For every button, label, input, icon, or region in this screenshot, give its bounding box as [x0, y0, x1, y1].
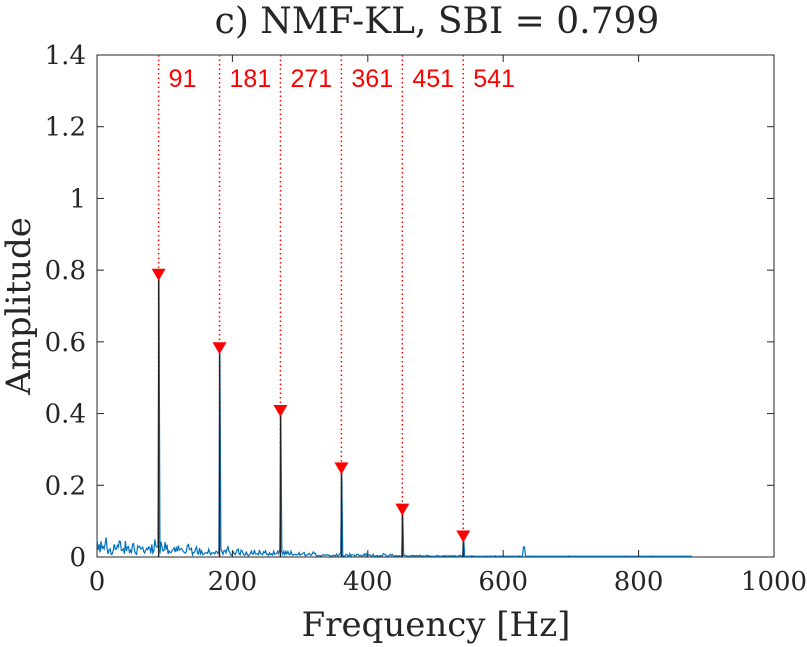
x-tick-label: 0 [89, 567, 106, 597]
x-axis-label: Frequency [Hz] [302, 605, 571, 645]
harmonic-markers-layer: 91 181 271 361 451 541 [151, 55, 515, 557]
y-tick-label: 0.2 [45, 471, 86, 501]
y-axis-label: Amplitude [0, 217, 39, 396]
x-tick-label: 1000 [741, 567, 807, 597]
y-tick-label: 0.8 [45, 256, 86, 286]
harmonic-label: 181 [230, 65, 272, 93]
harmonic-peak-marker [395, 503, 410, 516]
x-tick-label: 600 [478, 567, 528, 597]
y-tick-label: 0.6 [45, 328, 86, 358]
chart-title: c) NMF-KL, SBI = 0.799 [215, 1, 660, 42]
x-tick-label: 400 [343, 567, 393, 597]
y-tick-label: 0 [69, 543, 86, 573]
spectrum-line [96, 273, 693, 558]
harmonic-label: 451 [412, 65, 454, 93]
harmonic-peak-marker [456, 530, 471, 543]
x-tick-label: 200 [208, 567, 258, 597]
harmonic-peak-marker [334, 462, 349, 475]
harmonic-label: 91 [169, 65, 197, 93]
y-tick-label: 1.4 [45, 41, 86, 71]
y-tick-label: 0.4 [45, 400, 86, 430]
x-tick-label: 800 [614, 567, 664, 597]
harmonic-peak-marker [212, 342, 227, 355]
axes-layer: 0 200 400 600 800 1000 0 0.2 0.4 0.6 0.8 1 1.2 1.4 [45, 41, 807, 597]
plot-frame [96, 54, 775, 558]
harmonic-label: 361 [351, 65, 393, 93]
harmonic-label: 541 [473, 65, 515, 93]
spectrum-layer [96, 273, 693, 558]
harmonic-peak-marker [151, 268, 166, 281]
harmonic-label: 271 [290, 65, 332, 93]
harmonic-peak-marker [273, 404, 288, 417]
y-tick-label: 1 [69, 184, 86, 214]
y-tick-label: 1.2 [45, 113, 86, 143]
